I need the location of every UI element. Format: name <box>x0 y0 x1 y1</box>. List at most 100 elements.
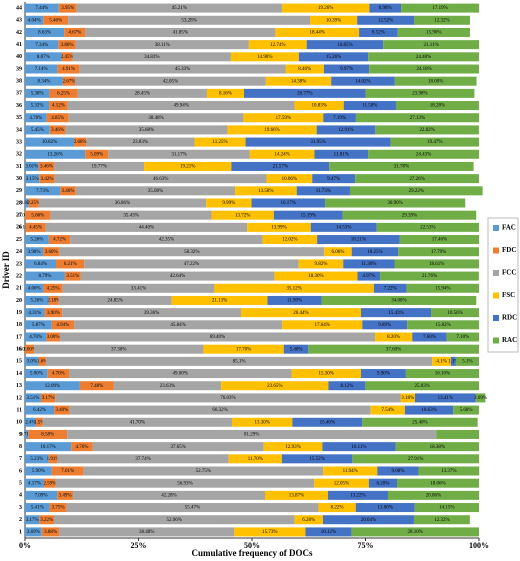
legend-label: FCC <box>502 269 516 277</box>
data-label: 7.44% <box>35 6 48 11</box>
legend-box <box>487 217 519 353</box>
bar-segment <box>283 344 309 354</box>
bar-segment <box>240 308 362 318</box>
data-label: 16.10% <box>435 372 450 377</box>
data-label: 24.85% <box>107 299 122 304</box>
y-tick-label: 24 <box>16 249 22 255</box>
y-tick-label: 23 <box>16 261 22 267</box>
data-label: 10.25% <box>367 250 382 255</box>
y-tick-label: 28 <box>16 200 22 206</box>
data-label: 27.13% <box>410 116 425 121</box>
data-label: 5.09% <box>90 152 103 157</box>
data-label: 15.73% <box>262 530 277 535</box>
bar-segment <box>25 113 47 123</box>
data-label: 16.85% <box>337 43 352 48</box>
bar-segment <box>323 466 378 476</box>
bar-segment <box>55 393 401 403</box>
data-label: 11.70% <box>248 457 263 462</box>
data-label: 11.73% <box>316 189 331 194</box>
data-label: 5.23% <box>30 457 43 462</box>
y-tick-label: 31 <box>16 164 22 170</box>
data-label: 55.47% <box>185 506 200 511</box>
bar-segment <box>54 515 295 525</box>
y-tick-label: 18 <box>16 322 22 328</box>
bar-segment <box>373 283 407 293</box>
data-label: 24.40% <box>416 55 431 60</box>
data-label: 29.22% <box>409 189 424 194</box>
bar-segment <box>25 332 47 342</box>
data-label: 4.72% <box>53 238 66 243</box>
data-label: 31.95% <box>310 140 325 145</box>
data-label: 25.40% <box>412 420 427 425</box>
data-label: 22.53% <box>420 226 435 231</box>
data-label: 3.00% <box>47 335 60 340</box>
data-label: 6.21% <box>64 262 77 267</box>
data-label: 9.99% <box>222 201 235 206</box>
data-label: 18.28% <box>430 104 445 109</box>
data-label: 76.03% <box>220 396 235 401</box>
data-label: 8.16% <box>219 92 232 97</box>
data-label: 5.41% <box>31 506 44 511</box>
bar-segment <box>75 186 236 196</box>
data-label: 3.95% <box>61 6 74 11</box>
data-label: 15.82% <box>435 323 450 328</box>
bar-segment <box>397 478 479 488</box>
data-label: 3.17% <box>26 518 39 523</box>
bar-segment <box>38 161 55 171</box>
data-label: 5.38% <box>31 92 44 97</box>
bar-segment <box>62 76 75 86</box>
bar-segment <box>342 210 477 220</box>
data-label: 2.67% <box>62 79 75 84</box>
bar-segment <box>357 271 381 281</box>
y-tick-label: 4 <box>19 493 22 499</box>
data-label: 10.06% <box>282 177 297 182</box>
data-label: 45.33% <box>175 67 190 72</box>
bar-segment <box>25 235 49 245</box>
bar-segment <box>352 454 480 464</box>
bar-segment <box>45 222 248 232</box>
data-label: 7.22% <box>384 286 397 291</box>
data-label: 25.03% <box>414 384 429 389</box>
data-label: 49.94% <box>174 104 189 109</box>
bar-segment <box>25 527 42 537</box>
data-label: 5.90% <box>32 469 45 474</box>
y-tick-label: 12 <box>16 395 22 401</box>
data-label: 18.06% <box>430 481 445 486</box>
bar-segment <box>46 113 69 123</box>
y-tick-label: 1 <box>19 529 22 535</box>
bar-segment <box>228 454 282 464</box>
bar-segment <box>406 283 479 293</box>
data-label: 0.71% <box>20 433 33 438</box>
bar-segment <box>25 393 41 403</box>
data-label: 3.46% <box>61 189 74 194</box>
x-tick-label: 100% <box>469 541 489 550</box>
bar-segment <box>25 271 65 281</box>
bar-segment <box>355 113 480 123</box>
data-label: 5.1% <box>462 360 472 365</box>
data-label: 19.21% <box>180 165 195 170</box>
bar-segment <box>58 295 172 305</box>
data-label: 3.01% <box>25 165 38 170</box>
legend-swatch <box>493 270 499 276</box>
data-label: 17.46% <box>432 238 447 243</box>
bar-segment <box>314 149 369 159</box>
data-label: 6.28% <box>302 518 315 523</box>
data-label: 13.26% <box>47 152 62 157</box>
data-label: 3.90% <box>47 311 60 316</box>
data-label: 2.00% <box>23 347 36 352</box>
bar-segment <box>455 356 479 366</box>
bar-segment <box>321 295 477 305</box>
y-tick-label: 22 <box>16 273 22 279</box>
data-label: 8.52% <box>372 31 385 36</box>
bar-segment <box>38 356 46 366</box>
data-label: 3.88% <box>44 530 57 535</box>
bar-segment <box>312 174 356 184</box>
bar-segment <box>377 466 419 476</box>
data-label: 3.69% <box>27 530 40 535</box>
bar-segment <box>45 356 433 366</box>
bar-segment <box>25 356 39 366</box>
bar-segment <box>25 15 44 25</box>
bar-segment <box>57 454 229 464</box>
bar-segment <box>38 198 207 208</box>
legend-swatch <box>493 247 499 254</box>
